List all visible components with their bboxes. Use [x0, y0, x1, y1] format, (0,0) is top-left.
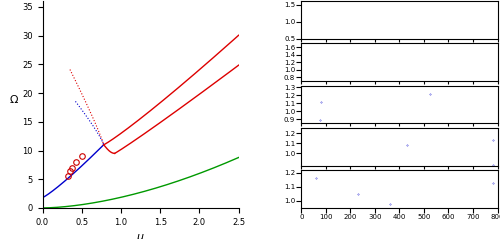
Y-axis label: $\Omega$: $\Omega$	[9, 92, 19, 105]
X-axis label: $\mu$: $\mu$	[136, 232, 145, 239]
